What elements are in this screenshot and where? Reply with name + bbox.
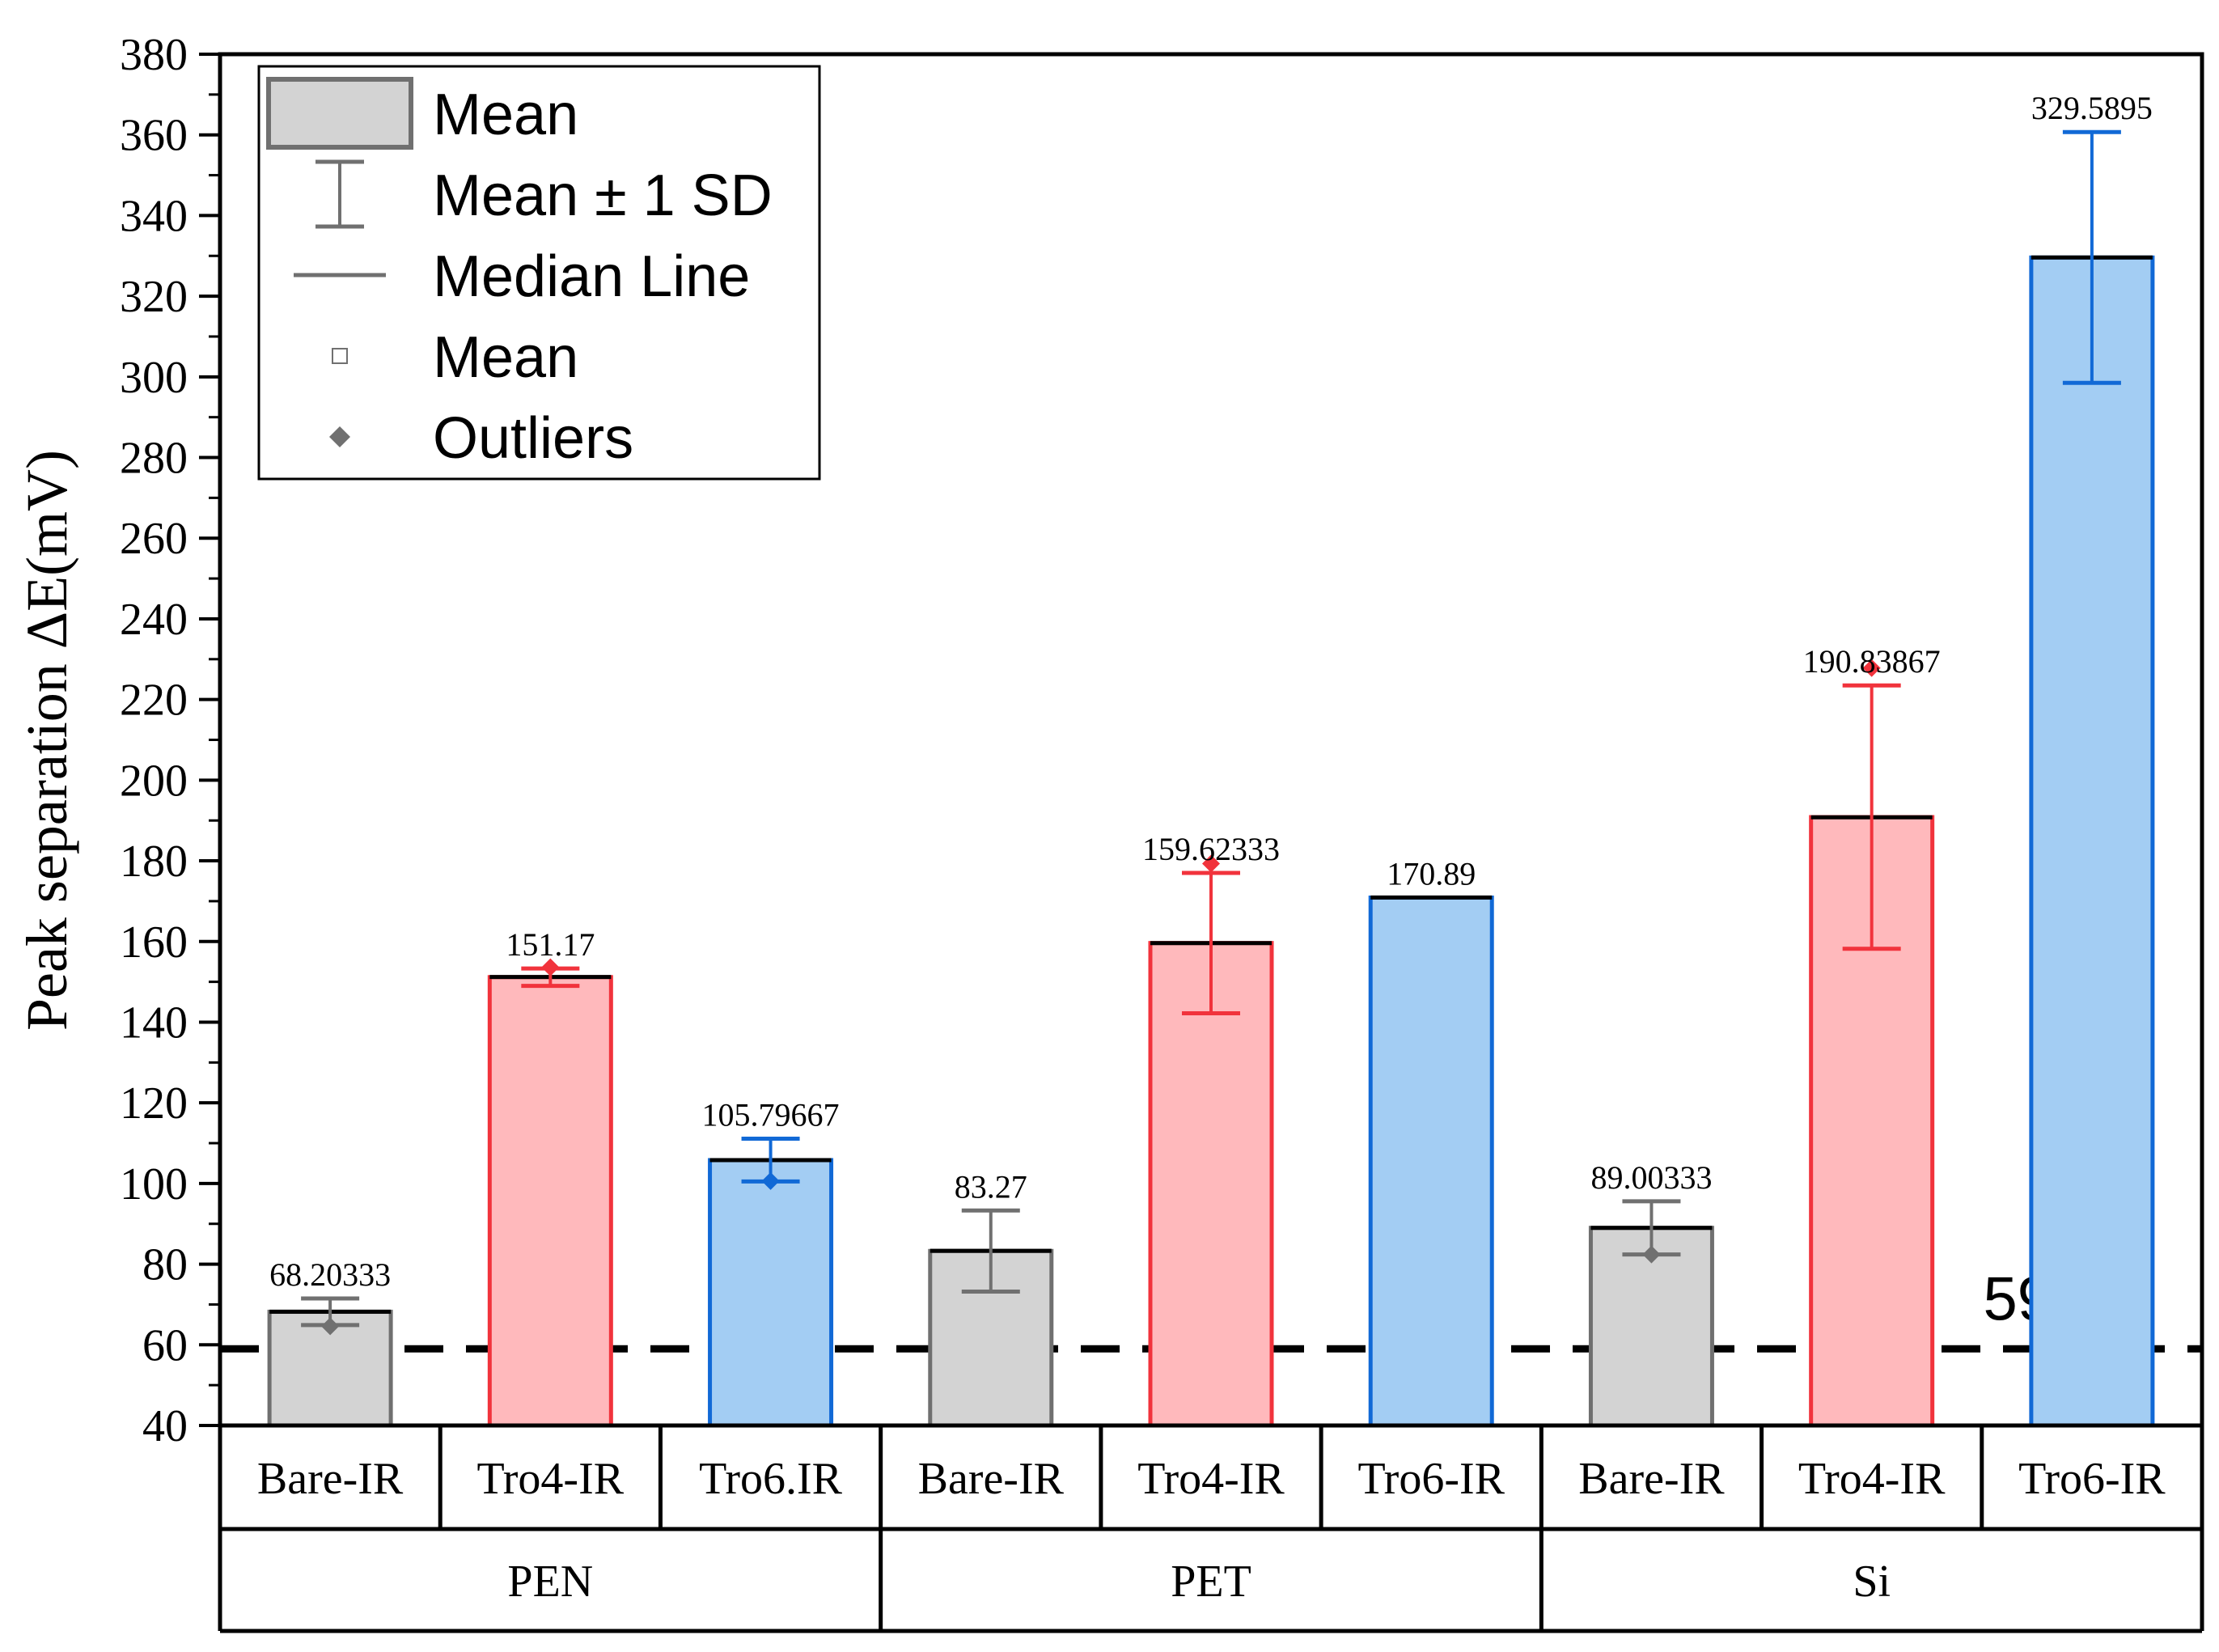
mean-value-label: 329.5895 (2031, 90, 2153, 126)
category-label: Tro4-IR (1137, 1454, 1285, 1504)
bar (487, 975, 613, 1428)
y-tick-label: 340 (120, 191, 188, 241)
y-tick-label: 320 (120, 272, 188, 322)
bars-layer: 68.20333 151.17 105.79667 83.27 159.62333 170… (267, 90, 2155, 1428)
group-label: Si (1853, 1557, 1891, 1607)
legend-entry: Median Line (294, 244, 750, 309)
outlier-point (761, 1171, 780, 1190)
bar-group-pen-bare-ir: 68.20333 (267, 1256, 393, 1428)
legend-label: Outliers (433, 406, 633, 471)
legend: Mean Mean ± 1 SD Median Line Mean Outliers (257, 65, 821, 481)
y-tick-label: 160 (120, 917, 188, 968)
outlier-point (541, 958, 560, 976)
category-label: Tro4-IR (1798, 1454, 1946, 1504)
y-tick-label: 300 (120, 353, 188, 403)
bar-group-pen-tro6-ir: 105.79667 (702, 1097, 840, 1428)
y-tick-label: 380 (120, 30, 188, 80)
y-tick-label: 220 (120, 676, 188, 726)
outlier-point (1202, 854, 1220, 873)
bar-group-si-tro4-ir: 190.83867 (1803, 643, 1941, 1428)
mean-value-label: 190.83867 (1803, 643, 1941, 680)
legend-label: Median Line (433, 244, 750, 309)
legend-mean-square-icon (332, 348, 348, 364)
mean-value-label: 89.00333 (1590, 1159, 1712, 1196)
y-tick-label: 280 (120, 434, 188, 484)
y-tick-label: 360 (120, 111, 188, 161)
group-label: PET (1171, 1557, 1251, 1607)
y-tick-label: 260 (120, 514, 188, 564)
legend-entry: Mean ± 1 SD (315, 159, 773, 229)
legend-label: Mean ± 1 SD (433, 163, 773, 228)
bar-group-pen-tro4-ir: 151.17 (487, 926, 613, 1428)
outlier-point (321, 1317, 340, 1336)
outlier-point (1642, 1245, 1661, 1264)
legend-label: Mean (433, 83, 578, 147)
category-label: Tro6-IR (1357, 1454, 1505, 1504)
mean-value-label: 105.79667 (702, 1097, 840, 1133)
y-tick-label: 180 (120, 837, 188, 887)
bar (1368, 895, 1494, 1428)
bar-group-si-tro6-ir: 329.5895 (2029, 90, 2155, 1428)
legend-entry: Mean (266, 77, 578, 150)
category-table: Bare-IR Tro4-IR Tro6.IR PEN Bare-IR Tro4-IR Tr… (218, 1425, 2204, 1633)
y-axis-ticks: 40 60 80 100 120 140 160 180 200 220 240 260 280 300 3… (120, 30, 220, 1451)
bar-group-pet-bare-ir: 83.27 (928, 1168, 1054, 1428)
legend-label: Mean (433, 325, 578, 390)
legend-entry: Outliers (329, 406, 633, 471)
bar-group-pet-tro4-ir: 159.62333 (1142, 831, 1280, 1428)
y-tick-label: 40 (142, 1401, 188, 1451)
bar (2029, 255, 2155, 1428)
bar-group-si-bare-ir: 89.00333 (1588, 1159, 1714, 1428)
y-tick-label: 120 (120, 1078, 188, 1129)
bar-group-pet-tro6-ir: 170.89 (1368, 855, 1494, 1428)
bar (1148, 941, 1274, 1428)
category-label: Tro4-IR (477, 1454, 625, 1504)
mean-value-label: 170.89 (1387, 855, 1476, 892)
mean-value-label: 83.27 (955, 1168, 1027, 1205)
mean-value-label: 159.62333 (1142, 831, 1280, 867)
group-label: PEN (507, 1557, 593, 1607)
legend-box-swatch (266, 77, 413, 150)
category-label: Bare-IR (1578, 1454, 1725, 1504)
y-tick-label: 140 (120, 998, 188, 1048)
category-label: Tro6.IR (699, 1454, 843, 1504)
category-label: Bare-IR (918, 1454, 1065, 1504)
mean-value-label: 151.17 (506, 926, 595, 963)
y-tick-label: 200 (120, 756, 188, 806)
bar (708, 1158, 834, 1428)
category-label: Tro6-IR (2018, 1454, 2166, 1504)
y-tick-label: 240 (120, 595, 188, 645)
mean-value-label: 68.20333 (269, 1256, 391, 1293)
legend-outlier-diamond-icon (329, 426, 350, 447)
y-axis-label: Peak separation ΔE(mV) (15, 450, 79, 1031)
y-tick-label: 100 (120, 1159, 188, 1209)
y-tick-label: 60 (142, 1320, 188, 1370)
legend-entry: Mean (332, 325, 578, 390)
category-label: Bare-IR (257, 1454, 404, 1504)
y-tick-label: 80 (142, 1240, 188, 1290)
outlier-point (1862, 659, 1881, 677)
